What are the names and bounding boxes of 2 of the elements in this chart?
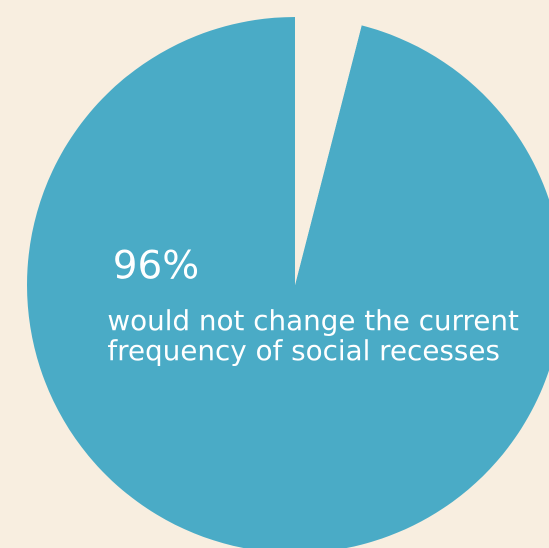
slice-label: would not change the current frequency of social recesses (108, 309, 518, 366)
data-label: 96% (115, 249, 198, 279)
